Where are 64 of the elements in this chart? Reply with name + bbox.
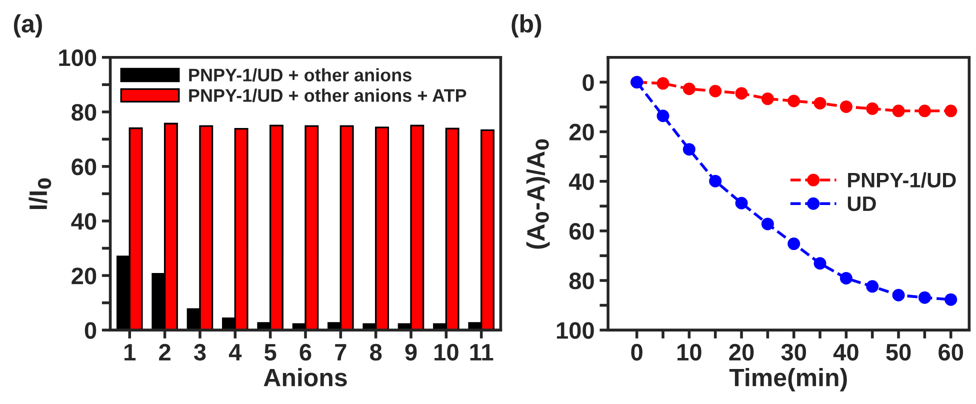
x-axis-title: Anions xyxy=(264,368,347,386)
x-tick-label: 20 xyxy=(729,344,754,361)
y-tick-label: 0 xyxy=(84,322,96,339)
x-tick-label: 5 xyxy=(264,344,276,361)
x-tick-label: 30 xyxy=(781,344,806,361)
x-tick-label: 2 xyxy=(159,344,170,360)
y-tick-label: 80 xyxy=(72,104,96,121)
y-tick-label: 100 xyxy=(59,49,96,66)
point xyxy=(944,293,958,306)
y-tick-label: 40 xyxy=(568,173,594,190)
x-tick-label: 8 xyxy=(370,344,382,361)
point xyxy=(866,280,879,293)
x-tick-label: 9 xyxy=(405,344,417,361)
x-tick-label: 10 xyxy=(434,344,458,361)
point xyxy=(656,77,670,90)
x-tick-label: 50 xyxy=(886,344,911,361)
point xyxy=(709,84,722,98)
point xyxy=(761,92,774,106)
point xyxy=(761,218,774,230)
point xyxy=(892,104,905,118)
point xyxy=(814,96,826,110)
point xyxy=(892,288,905,302)
point xyxy=(709,174,722,188)
x-tick-label: 0 xyxy=(631,344,642,361)
point xyxy=(682,143,696,156)
chart-title: (b) xyxy=(512,14,542,38)
y-tick-label: 60 xyxy=(72,158,96,176)
y-tick-label: 100 xyxy=(556,322,594,339)
y-axis-title: I/I$_{0}$ xyxy=(28,178,52,210)
point xyxy=(735,87,748,100)
x-tick-label: 10 xyxy=(678,344,702,361)
x-axis-title: Time(min) xyxy=(729,368,847,392)
y-tick-label: 0 xyxy=(582,74,594,91)
x-tick-label: 11 xyxy=(470,344,494,360)
x-tick-label: 4 xyxy=(228,344,242,360)
point xyxy=(866,102,879,115)
legend-label: PNPY-1/UD xyxy=(848,172,956,188)
point xyxy=(788,238,800,250)
point xyxy=(735,196,748,210)
legend-label: PNPY-1/UD + other anions + ATP xyxy=(189,88,466,102)
x-tick-label: 6 xyxy=(300,344,312,361)
point xyxy=(788,94,800,108)
legend-label: UD xyxy=(848,196,876,212)
x-tick-label: 60 xyxy=(938,344,964,361)
point xyxy=(840,272,852,285)
y-tick-label: 40 xyxy=(71,213,96,230)
chart-title: (a) xyxy=(14,14,42,38)
point xyxy=(918,104,931,118)
point xyxy=(918,291,931,304)
point xyxy=(682,82,696,96)
x-tick-label: 3 xyxy=(194,344,206,361)
legend-label: PNPY-1/UD + other anions xyxy=(189,68,412,82)
x-tick-label: 7 xyxy=(335,344,346,360)
y-axis-title: (A$_{0}$-A)/A$_{0}$ xyxy=(526,139,550,249)
x-tick-label: 40 xyxy=(833,344,858,361)
point xyxy=(656,110,670,122)
y-tick-label: 20 xyxy=(72,268,96,284)
point xyxy=(814,257,826,270)
point xyxy=(944,104,958,118)
y-tick-label: 60 xyxy=(569,222,594,240)
y-tick-label: 20 xyxy=(569,124,594,141)
point xyxy=(840,100,852,113)
y-tick-label: 80 xyxy=(569,272,594,290)
x-tick-label: 1 xyxy=(124,344,136,360)
